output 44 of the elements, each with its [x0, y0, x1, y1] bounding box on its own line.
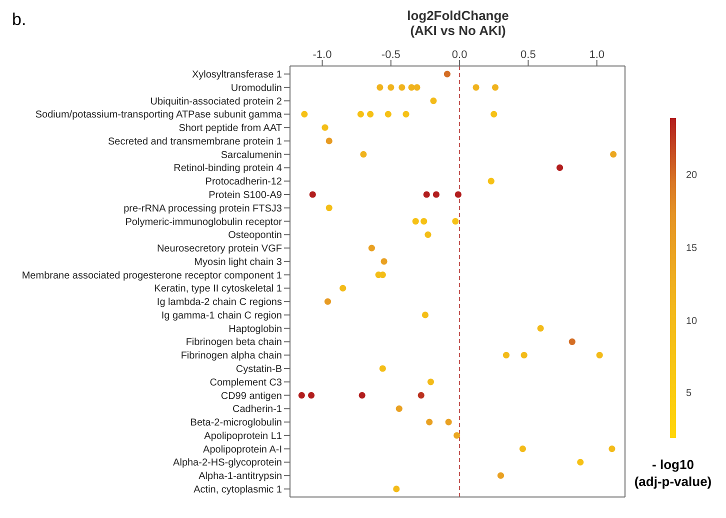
x-tick-label: 0.0: [452, 49, 468, 61]
x-tick-label: -1.0: [312, 49, 332, 61]
y-tick-label: Uromodulin: [230, 82, 282, 94]
y-tick-label: pre-rRNA processing protein FTSJ3: [124, 203, 282, 214]
y-tick-label: Alpha-2-HS-glycoprotein: [173, 458, 282, 469]
y-tick-label: Apolipoprotein A-I: [203, 444, 282, 456]
color-bar-label: 20: [686, 169, 698, 184]
y-tick-label: Actin, cytoplasmic 1: [194, 484, 282, 496]
x-tick-label: -0.5: [381, 49, 400, 61]
x-tick-label: 1.0: [589, 49, 605, 61]
y-tick-label: Sodium/potassium-transporting ATPase subunit gamma: [35, 110, 282, 121]
y-tick-label: Short peptide from AAT: [178, 123, 282, 134]
y-tick-label: CD99 antigen: [220, 390, 282, 402]
color-bar-label: 15: [686, 242, 698, 256]
y-tick-label: Secreted and transmembrane protein 1: [108, 136, 282, 148]
y-tick-label: Osteopontin: [228, 230, 282, 242]
x-tick-label: 0.5: [520, 49, 536, 61]
y-tick-label: Fibrinogen alpha chain: [180, 350, 282, 362]
color-bar-title: - log10 (adj-p-value): [633, 456, 713, 490]
y-tick-label: Apolipoprotein L1: [204, 430, 282, 442]
color-bar-label: 5: [686, 387, 692, 402]
y-tick-label: Polymeric-immunoglobulin receptor: [125, 216, 283, 228]
y-tick-label: Retinol-binding protein 4: [174, 163, 282, 174]
y-tick-label: Ig gamma-1 chain C region: [161, 310, 282, 322]
y-tick-label: Protocadherin-12: [205, 176, 282, 188]
y-tick-label: Complement C3: [210, 377, 282, 388]
color-bar-label: 10: [686, 314, 698, 329]
y-tick-label: Neurosecretory protein VGF: [156, 244, 282, 255]
y-tick-label: Beta-2-microglobulin: [190, 418, 282, 429]
y-tick-label: Cystatin-B: [236, 364, 282, 376]
y-tick-label: Fibrinogen beta chain: [186, 337, 282, 348]
y-tick-label: Membrane associated progesterone receptor component 1: [22, 270, 282, 282]
y-tick-label: Alpha-1-antitrypsin: [198, 471, 282, 482]
y-tick-label: Xylosyltransferase 1: [192, 70, 282, 81]
y-tick-label: Haptoglobin: [228, 324, 282, 335]
y-tick-label: Cadherin-1: [232, 404, 282, 416]
y-tick-label: Protein S100-A9: [208, 190, 282, 201]
text: b.: [12, 10, 26, 30]
x-axis-title: log2FoldChange (AKI vs No AKI): [406, 8, 510, 38]
y-tick-label: Keratin, type II cytoskeletal 1: [154, 284, 282, 295]
y-tick-label: Ubiquitin-associated protein 2: [150, 96, 282, 108]
y-tick-label: Myosin light chain 3: [194, 256, 282, 268]
y-tick-label: Ig lambda-2 chain C regions: [156, 297, 282, 308]
y-tick-label: Sarcalumenin: [220, 150, 282, 161]
